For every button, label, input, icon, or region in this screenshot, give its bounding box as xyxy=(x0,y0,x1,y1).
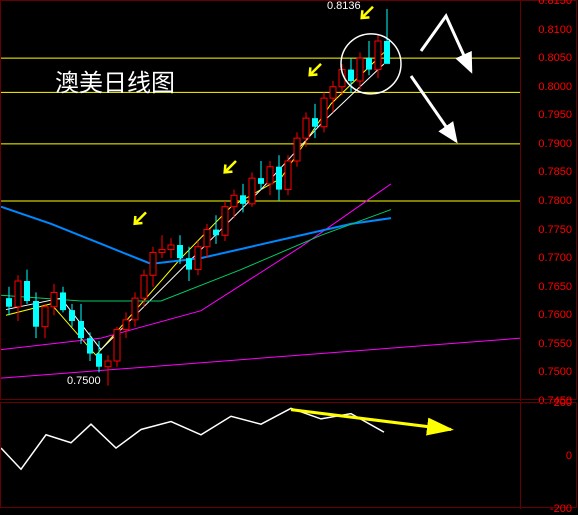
indicator-axis: 2000-200 xyxy=(520,403,576,509)
price-tick: 0.7600 xyxy=(538,309,572,321)
main-chart-panel: 0.81360.7500 澳美日线图 0.81500.81000.80500.8… xyxy=(0,0,577,400)
price-tick: 0.7650 xyxy=(538,281,572,293)
indicator-panel: 2000-200 xyxy=(0,402,577,508)
price-tick: 0.7950 xyxy=(538,109,572,121)
price-axis: 0.8150 0.8100 0.8050 0.8000 0.7950 0.7900 0.78… xyxy=(520,1,576,401)
price-tick: 0.7800 xyxy=(538,195,572,207)
chart-plot-area[interactable]: 0.8136 0.7500 澳美日线图 xyxy=(1,1,521,401)
price-tick: 0.7750 xyxy=(538,224,572,236)
price-tick: 0.8000 xyxy=(538,81,572,93)
price-tick: 0.8050 xyxy=(538,52,572,64)
price-tick: 0.7500 xyxy=(538,366,572,378)
price-tick: 0.7550 xyxy=(538,338,572,350)
svg-text:0.8136: 0.8136 xyxy=(327,1,361,12)
chart-title: 澳美日线图 xyxy=(55,63,175,98)
indicator-svg xyxy=(1,403,521,509)
price-tick: 0.8150 xyxy=(538,0,572,7)
indicator-tick: 200 xyxy=(554,397,572,409)
indicator-tick: 0 xyxy=(566,450,572,462)
candlestick-svg: 0.8136 0.7500 xyxy=(1,1,521,401)
indicator-plot-area[interactable] xyxy=(1,403,521,509)
price-tick: 0.7700 xyxy=(538,252,572,264)
price-tick: 0.7900 xyxy=(538,138,572,150)
price-tick: 0.8100 xyxy=(538,24,572,36)
price-tick: 0.7850 xyxy=(538,166,572,178)
svg-text:0.7500: 0.7500 xyxy=(67,375,101,387)
indicator-tick: -200 xyxy=(550,503,572,515)
